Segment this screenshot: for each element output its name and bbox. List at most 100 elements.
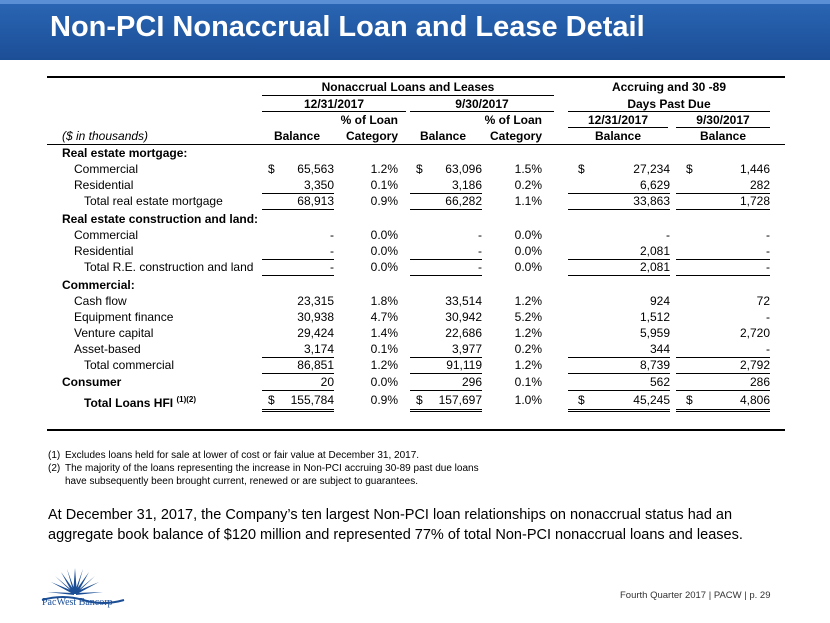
footnote: (2) The majority of the loans representin… — [48, 462, 479, 475]
date-header: 9/30/2017 — [696, 113, 750, 127]
row-label: Asset-based — [74, 341, 141, 357]
table-cell: 22,686 — [445, 326, 482, 340]
table-cell: - — [766, 310, 770, 324]
table-cell: 68,913 — [297, 194, 334, 208]
row-label: Consumer — [62, 374, 121, 390]
subtotal-rule — [568, 390, 670, 391]
table-cell: - — [766, 244, 770, 258]
table-cell: 30,942 — [445, 310, 482, 324]
table-cell: 2,720 — [739, 326, 770, 340]
table-cell: 5,959 — [639, 326, 670, 340]
table-cell: 2,081 — [639, 260, 670, 274]
table-cell: 924 — [649, 294, 670, 308]
table-cell: - — [766, 228, 770, 242]
table-cell: 5.2% — [514, 310, 542, 324]
footnote-text: The majority of the loans representing t… — [65, 463, 479, 474]
col-header-category: Category — [489, 129, 542, 143]
col-header-balance: Balance — [594, 129, 642, 143]
subtotal-rule — [676, 373, 770, 374]
table-cell: 27,234 — [633, 162, 670, 176]
subtotal-rule — [262, 390, 334, 391]
col-header-balance: Balance — [273, 129, 320, 143]
col-header-balance: Balance — [419, 129, 466, 143]
table-cell: 91,119 — [446, 358, 482, 372]
col-header-category: Category — [345, 129, 398, 143]
subtotal-rule — [262, 275, 334, 276]
table-cell: 0.2% — [514, 342, 542, 356]
table-cell: 1.2% — [370, 162, 398, 176]
summary-text: At December 31, 2017, the Company’s ten … — [48, 507, 743, 543]
subtotal-rule — [262, 209, 334, 210]
table-cell: 1.2% — [370, 358, 398, 372]
footnotes: (1) Excludes loans held for sale at lower… — [48, 449, 479, 488]
currency-symbol: $ — [578, 393, 585, 407]
title-bar: Non-PCI Nonaccrual Loan and Lease Detail — [0, 0, 830, 60]
subtotal-rule — [262, 373, 334, 374]
currency-symbol: $ — [686, 393, 693, 407]
table-cell: 1.2% — [514, 326, 542, 340]
table-cell: 2,792 — [739, 358, 770, 372]
subtotal-rule — [262, 259, 334, 260]
table-cell: 45,245 — [633, 393, 670, 407]
subtotal-rule — [410, 259, 482, 260]
date-rule — [568, 127, 668, 128]
table-cell: 23,315 — [297, 294, 334, 308]
currency-symbol: $ — [686, 162, 693, 176]
subtotal-rule — [676, 275, 770, 276]
table-cell: 33,514 — [445, 294, 482, 308]
table-cell: 66,282 — [445, 194, 482, 208]
table-cell: - — [766, 260, 770, 274]
table-cell: - — [666, 228, 670, 242]
table-cell: - — [330, 260, 334, 274]
table-cell: 0.0% — [514, 244, 542, 258]
table-cell: 1.0% — [514, 393, 542, 407]
table-cell: 0.1% — [370, 342, 398, 356]
pacwest-logo-icon — [41, 568, 125, 604]
table-cell: 29,424 — [297, 326, 334, 340]
subtotal-rule — [676, 209, 770, 210]
date-rule — [676, 127, 770, 128]
col-header-balance: Balance — [699, 129, 747, 143]
subtotal-rule — [568, 275, 670, 276]
table-cell: 3,174 — [303, 342, 334, 356]
subtotal-rule — [410, 357, 482, 358]
header-bottom-rule — [47, 144, 785, 145]
subtotal-rule — [676, 390, 770, 391]
subtotal-rule — [262, 193, 334, 194]
table-cell: 1.4% — [370, 326, 398, 340]
table-cell: 0.0% — [514, 260, 542, 274]
row-label: Commercial — [74, 161, 138, 177]
table-cell: 1.8% — [370, 294, 398, 308]
table-cell: 4.7% — [370, 310, 398, 324]
currency-symbol: $ — [416, 393, 423, 407]
row-label: Total real estate mortgage — [84, 193, 223, 209]
table-cell: 20 — [320, 375, 334, 389]
subtotal-rule — [568, 209, 670, 210]
table-cell: 1.2% — [514, 358, 542, 372]
table-cell: - — [766, 342, 770, 356]
table-cell: 0.1% — [370, 178, 398, 192]
table-cell: 1,728 — [739, 194, 770, 208]
row-label-text: Commercial — [74, 228, 139, 242]
row-label: Venture capital — [74, 325, 153, 341]
table-cell: 344 — [649, 342, 670, 356]
table-cell: 0.0% — [370, 375, 398, 389]
row-label-text: Venture capital — [74, 326, 154, 340]
subtotal-rule — [262, 357, 334, 358]
group-rule — [262, 95, 554, 96]
currency-symbol: $ — [416, 162, 423, 176]
row-label: Total commercial — [84, 357, 174, 373]
table-cell: 86,851 — [297, 358, 334, 372]
table-cell: 1,512 — [639, 310, 670, 324]
table-cell: 0.2% — [514, 178, 542, 192]
currency-symbol: $ — [268, 393, 275, 407]
subtotal-rule — [676, 259, 770, 260]
row-label: Residential — [74, 243, 133, 259]
row-label-text: Total Loans HFI — [84, 396, 174, 410]
currency-symbol: $ — [268, 162, 275, 176]
footnote-ref: (1)(2) — [176, 395, 197, 404]
table-cell: 8,739 — [639, 358, 670, 372]
row-label: Commercial — [74, 227, 138, 243]
subtotal-rule — [676, 357, 770, 358]
